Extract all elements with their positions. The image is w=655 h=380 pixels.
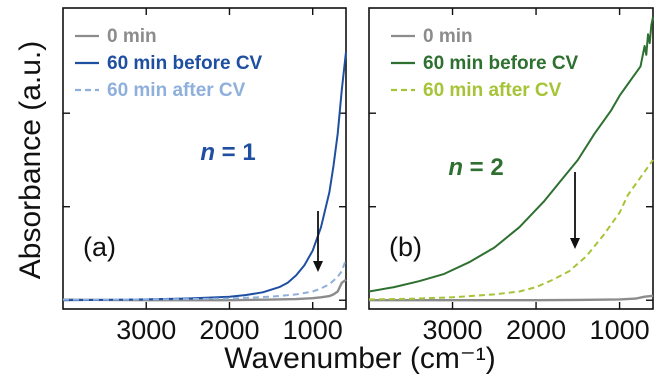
panel-label: (a) — [83, 232, 116, 262]
panel-b: 3000 2000 1000 0 min 60 min before CV 60 min … — [368, 7, 654, 345]
legend-entry: 60 min before CV — [423, 53, 579, 74]
legend-entry: 0 min — [107, 26, 157, 47]
x-tick-label: 2000 — [199, 315, 259, 345]
legend-entry: 60 min after CV — [107, 80, 246, 101]
x-tick-label: 1000 — [590, 315, 650, 345]
legend-entry: 0 min — [423, 26, 473, 47]
change-arrow-head — [313, 261, 323, 272]
change-arrow-head — [570, 238, 580, 249]
plot-frame — [62, 7, 347, 310]
legend-entry: 60 min after CV — [423, 80, 562, 101]
x-tick-label: 3000 — [422, 315, 482, 345]
legend-entry: 60 min before CV — [107, 53, 263, 74]
series-line — [368, 159, 654, 301]
y-axis-label: Absorbance (a.u.) — [14, 41, 47, 279]
n-annotation: n = 2 — [448, 154, 503, 181]
panel-label: (b) — [389, 232, 422, 262]
x-tick-label: 2000 — [506, 315, 566, 345]
x-axis-label: Wavenumber (cm⁻¹) — [224, 342, 495, 375]
x-tick-label: 1000 — [283, 315, 343, 345]
x-tick-label: 3000 — [116, 315, 176, 345]
series-line — [369, 294, 654, 302]
panel-a: 3000 2000 1000 0 min 60 min before CV 60 min … — [62, 7, 347, 345]
plot-frame — [368, 7, 654, 310]
series-line — [63, 258, 347, 301]
series-line — [368, 16, 654, 293]
series-line — [62, 51, 347, 302]
n-annotation: n = 1 — [200, 139, 255, 166]
